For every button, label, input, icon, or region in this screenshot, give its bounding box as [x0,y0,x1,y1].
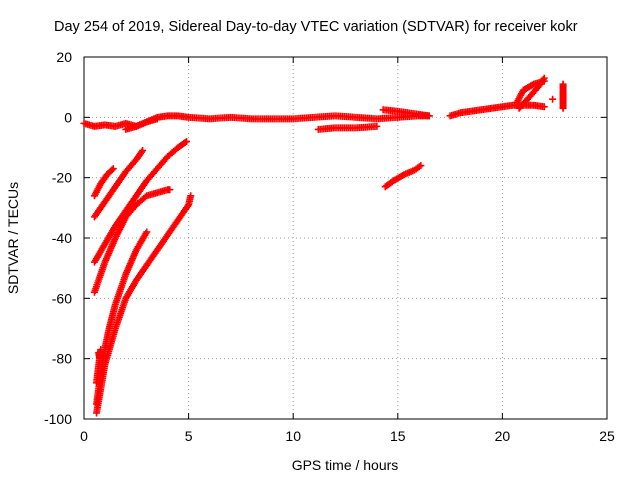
data-point [108,166,116,174]
x-tick-label: 15 [390,428,406,444]
series [314,122,381,133]
x-tick-label: 20 [495,428,511,444]
data-point [139,147,147,155]
data-point [540,74,548,82]
axis-ticks: 0 5 10 15 20 25 -100 -80 -60 -40 -20 0 20 [44,49,615,444]
data-point [181,138,189,146]
series [93,346,105,387]
data-point [183,137,191,145]
y-tick-label: -100 [44,411,72,427]
x-tick-label: 25 [599,428,615,444]
x-tick-label: 0 [80,428,88,444]
series [559,80,567,112]
data-point [417,162,425,170]
series [90,147,147,221]
data-point [540,103,548,111]
series [515,74,548,112]
data-point [109,165,117,173]
chart-title: Day 254 of 2019, Sidereal Day-to-day VTE… [54,19,578,35]
y-tick-label: 0 [64,109,72,125]
x-tick-label: 10 [285,428,301,444]
data-point [138,148,146,156]
x-tick-label: 5 [185,428,193,444]
series [446,101,548,120]
series [90,165,117,200]
series [379,106,433,120]
series [93,192,195,417]
data-point [559,80,567,88]
data-point [373,122,381,130]
data-point [184,202,192,210]
series [90,137,191,266]
data-point [539,76,547,84]
y-tick-label: -20 [52,170,72,186]
y-tick-label: -60 [52,290,72,306]
data-point [153,115,161,123]
series [549,95,557,103]
data-point [528,81,536,89]
data-point [93,379,101,387]
data-point [425,112,433,120]
data-point [143,228,151,236]
data-point [187,192,195,200]
data-point [549,95,557,103]
x-axis-label: GPS time / hours [292,457,399,473]
data-marks [80,74,567,417]
y-tick-label: -40 [52,230,72,246]
y-tick-label: 20 [56,49,72,65]
y-axis-label: SDTVAR / TECUs [5,182,21,294]
y-tick-label: -80 [52,351,72,367]
series [122,115,161,133]
data-point [166,186,174,194]
series [381,162,425,191]
series [90,186,174,296]
